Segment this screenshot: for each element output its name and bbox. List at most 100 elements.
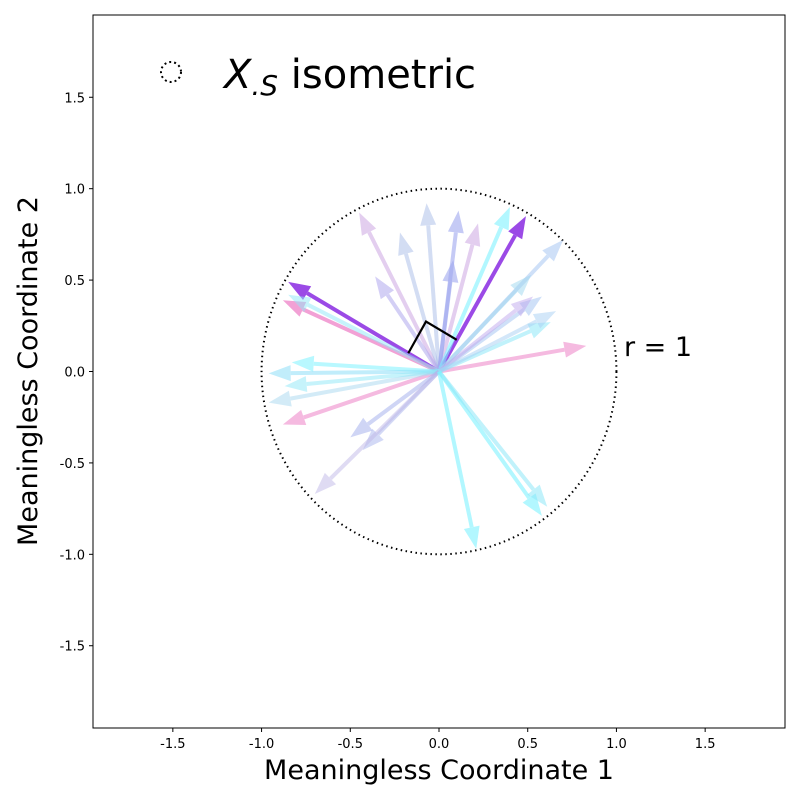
vector-shaft <box>437 308 518 374</box>
vector-head <box>398 232 414 256</box>
vector-head <box>542 239 564 262</box>
vector-head <box>510 274 532 297</box>
vector-head <box>282 409 307 426</box>
vector-shaft <box>403 253 441 373</box>
vector-arrow <box>268 365 440 382</box>
vector-shaft <box>437 289 518 373</box>
vector-head <box>493 206 510 231</box>
vector-arrow <box>438 341 587 374</box>
vector-shaft <box>437 371 474 528</box>
x-axis-label: Meaningless Coordinate 1 <box>264 755 614 786</box>
vector-head <box>350 417 373 438</box>
vector-arrow <box>350 369 441 438</box>
vector-head <box>268 365 291 382</box>
vector-arrow <box>437 216 526 373</box>
vector-shaft <box>437 226 504 373</box>
vector-arrow <box>437 296 534 374</box>
y-tick-label: -0.5 <box>60 457 85 472</box>
x-tick-label: -1.5 <box>160 737 185 752</box>
vector-head <box>464 223 481 247</box>
vector-shaft <box>366 369 441 426</box>
vector-arrow <box>288 294 440 374</box>
legend-circle-icon <box>160 61 182 83</box>
vector-shaft <box>290 369 440 376</box>
vector-head <box>268 390 292 407</box>
legend-label-main: X <box>222 52 253 98</box>
y-tick-label: -1.5 <box>60 640 85 655</box>
vector-head <box>284 376 308 393</box>
unit-circle <box>260 187 618 556</box>
vector-head <box>527 484 548 507</box>
vector-shaft <box>289 369 440 401</box>
x-tick-label: 1.5 <box>695 737 716 752</box>
vector-shaft <box>438 347 565 374</box>
vector-head <box>314 472 337 494</box>
unit-circle-layer <box>260 187 618 556</box>
vector-head <box>362 428 384 451</box>
vector-arrow <box>438 311 557 374</box>
vector-arrow <box>398 232 441 373</box>
vector-shaft <box>437 281 453 372</box>
vector-head <box>359 212 377 236</box>
vector-arrow <box>437 371 480 549</box>
vector-arrow <box>268 369 440 407</box>
vector-head <box>420 203 437 226</box>
vector-head <box>563 341 587 358</box>
vector-head <box>442 259 459 283</box>
vector-shaft <box>438 319 538 374</box>
x-tick-label: -1.0 <box>249 737 274 752</box>
x-tick-label: 0.0 <box>429 737 450 752</box>
vector-shaft <box>329 370 441 480</box>
x-tick-label: 0.5 <box>517 737 538 752</box>
y-tick-label: -1.0 <box>60 548 85 563</box>
vector-arrow <box>437 274 532 373</box>
vector-shaft <box>437 234 517 373</box>
vector-head <box>527 322 551 339</box>
legend-label-rest: isometric <box>278 52 476 98</box>
vector-shaft <box>426 225 441 372</box>
vector-head <box>519 296 542 316</box>
vector-arrow <box>314 370 441 494</box>
vector-shaft <box>437 370 536 491</box>
vector-arrow <box>437 259 459 372</box>
vector-head <box>510 296 534 317</box>
axis-ticks: -1.5 -1.0 -0.5 0.0 0.5 1.0 1.5 -1.5 -1.0 -0.5 0.0 0… <box>60 91 716 752</box>
vector-arrow <box>282 369 440 426</box>
legend-label: X.S isometric <box>222 52 476 102</box>
vector-head <box>375 276 395 300</box>
vector-head <box>508 216 526 240</box>
y-tick-label: 1.0 <box>64 183 85 198</box>
vector-head <box>288 281 312 301</box>
x-tick-label: 1.0 <box>606 737 627 752</box>
vector-head <box>291 355 315 372</box>
vector-shaft <box>306 369 440 387</box>
vector-head <box>532 311 557 329</box>
vector-shaft <box>367 231 441 373</box>
y-tick-label: 1.5 <box>64 91 85 106</box>
vector-shaft <box>303 369 440 420</box>
vector-arrow <box>359 212 441 373</box>
vector-arrow <box>437 370 548 507</box>
vector-head <box>447 210 464 234</box>
vector-arrow <box>437 223 481 373</box>
vector-arrow <box>284 369 440 393</box>
vector-head <box>463 525 480 549</box>
y-axis-label: Meaningless Coordinate 2 <box>13 196 44 546</box>
vector-shaft <box>306 302 440 374</box>
right-angle-layer <box>407 320 458 354</box>
legend-label-sub: .S <box>251 69 278 102</box>
vector-arrow <box>375 276 441 373</box>
right-angle-marker <box>407 320 458 354</box>
legend: X.S isometric <box>160 52 476 102</box>
vector-head <box>288 294 312 312</box>
vector-shaft <box>437 244 475 373</box>
x-tick-label: -0.5 <box>338 737 363 752</box>
vector-shaft <box>385 293 441 373</box>
radius-annotation: r = 1 <box>624 332 692 363</box>
y-tick-label: 0.0 <box>64 366 85 381</box>
vector-arrows <box>268 203 587 549</box>
vector-arrow <box>437 206 510 373</box>
y-tick-label: 0.5 <box>64 274 85 289</box>
vector-arrow <box>420 203 441 372</box>
